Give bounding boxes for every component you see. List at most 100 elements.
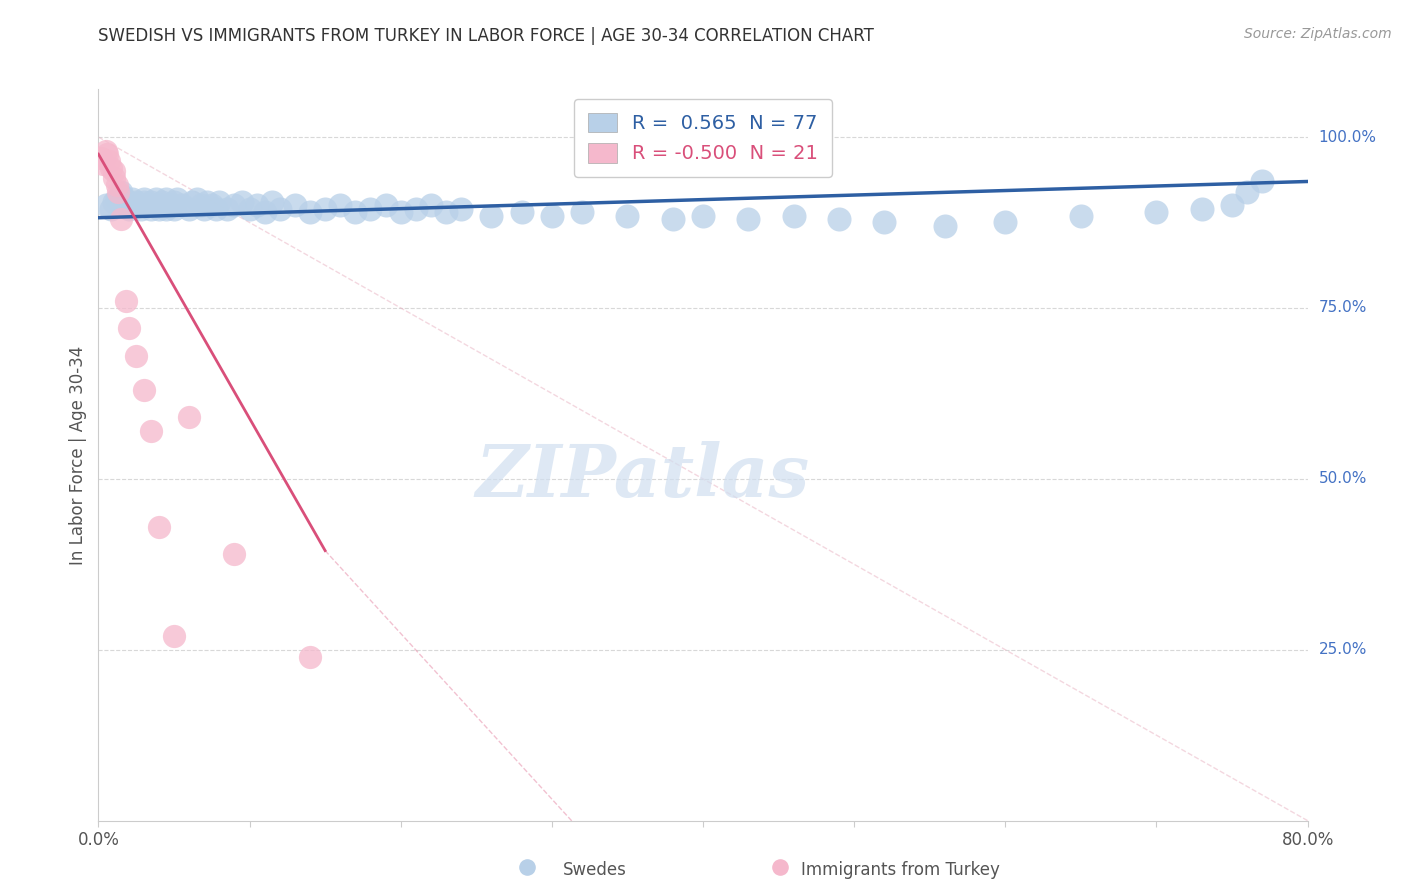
Text: Swedes: Swedes [562, 861, 626, 879]
Point [91, 157, 114, 171]
Point [148, 519, 170, 533]
Point [181, 194, 204, 209]
Text: 100.0%: 100.0% [1319, 129, 1376, 145]
Point [103, 194, 125, 209]
Point [269, 202, 291, 216]
Point [125, 349, 148, 363]
Point [737, 212, 759, 227]
Point [170, 198, 193, 212]
Point [114, 294, 136, 309]
Point [405, 202, 427, 216]
Point [782, 209, 804, 223]
Point [118, 202, 141, 216]
Point [98, 153, 121, 168]
Point [329, 198, 352, 212]
Point [481, 209, 503, 223]
Text: ZIPatlas: ZIPatlas [475, 442, 810, 512]
Point [201, 198, 224, 212]
Point [103, 164, 125, 178]
Text: Source: ZipAtlas.com: Source: ZipAtlas.com [1244, 27, 1392, 41]
Point [540, 209, 562, 223]
Point [692, 209, 714, 223]
Point [873, 215, 896, 229]
Point [1236, 185, 1258, 199]
Point [360, 202, 382, 216]
Point [262, 194, 284, 209]
Point [155, 192, 177, 206]
Point [145, 192, 167, 206]
Point [107, 185, 129, 199]
Point [661, 212, 683, 227]
Point [1251, 174, 1274, 188]
Point [103, 171, 125, 186]
Point [118, 194, 141, 209]
Point [193, 202, 215, 216]
Point [155, 202, 177, 216]
Point [299, 649, 322, 664]
Point [510, 205, 533, 219]
Point [163, 202, 186, 216]
Point [148, 202, 170, 216]
Point [132, 194, 155, 209]
Point [246, 198, 269, 212]
Point [389, 205, 412, 219]
Point [224, 198, 246, 212]
Point [253, 205, 276, 219]
Point [96, 147, 118, 161]
Point [105, 192, 128, 206]
Point [114, 198, 136, 212]
Point [177, 202, 201, 216]
Point [1191, 202, 1213, 216]
Point [141, 202, 163, 216]
Point [450, 202, 472, 216]
Point [121, 192, 143, 206]
Point [125, 198, 148, 212]
Point [129, 202, 152, 216]
Point [239, 202, 262, 216]
Point [163, 194, 186, 209]
Text: 50.0%: 50.0% [1319, 471, 1367, 486]
Point [166, 192, 188, 206]
Point [1070, 209, 1092, 223]
Point [224, 547, 246, 561]
Text: 25.0%: 25.0% [1319, 642, 1367, 657]
Point [110, 185, 132, 199]
Point [195, 194, 218, 209]
Point [205, 202, 228, 216]
Point [1144, 205, 1167, 219]
Point [344, 205, 367, 219]
Point [110, 188, 132, 202]
Point [190, 198, 212, 212]
Point [769, 860, 792, 874]
Point [125, 194, 148, 209]
Point [616, 209, 638, 223]
Point [299, 205, 322, 219]
Text: Immigrants from Turkey: Immigrants from Turkey [801, 861, 1000, 879]
Point [314, 202, 336, 216]
Point [1220, 198, 1243, 212]
Point [828, 212, 851, 227]
Point [231, 194, 253, 209]
Text: 75.0%: 75.0% [1319, 301, 1367, 316]
Point [118, 321, 141, 335]
Point [135, 198, 157, 212]
Point [516, 860, 538, 874]
Point [163, 629, 186, 643]
Point [934, 219, 956, 233]
Point [434, 205, 457, 219]
Point [132, 192, 155, 206]
Point [374, 198, 396, 212]
Point [90, 151, 112, 165]
Y-axis label: In Labor Force | Age 30-34: In Labor Force | Age 30-34 [69, 345, 87, 565]
Point [571, 205, 593, 219]
Legend: R =  0.565  N = 77, R = -0.500  N = 21: R = 0.565 N = 77, R = -0.500 N = 21 [574, 99, 832, 177]
Point [148, 198, 170, 212]
Point [284, 198, 307, 212]
Point [208, 194, 231, 209]
Point [994, 215, 1017, 229]
Point [177, 410, 201, 425]
Point [110, 212, 132, 227]
Point [100, 161, 122, 175]
Point [150, 194, 173, 209]
Point [94, 198, 117, 212]
